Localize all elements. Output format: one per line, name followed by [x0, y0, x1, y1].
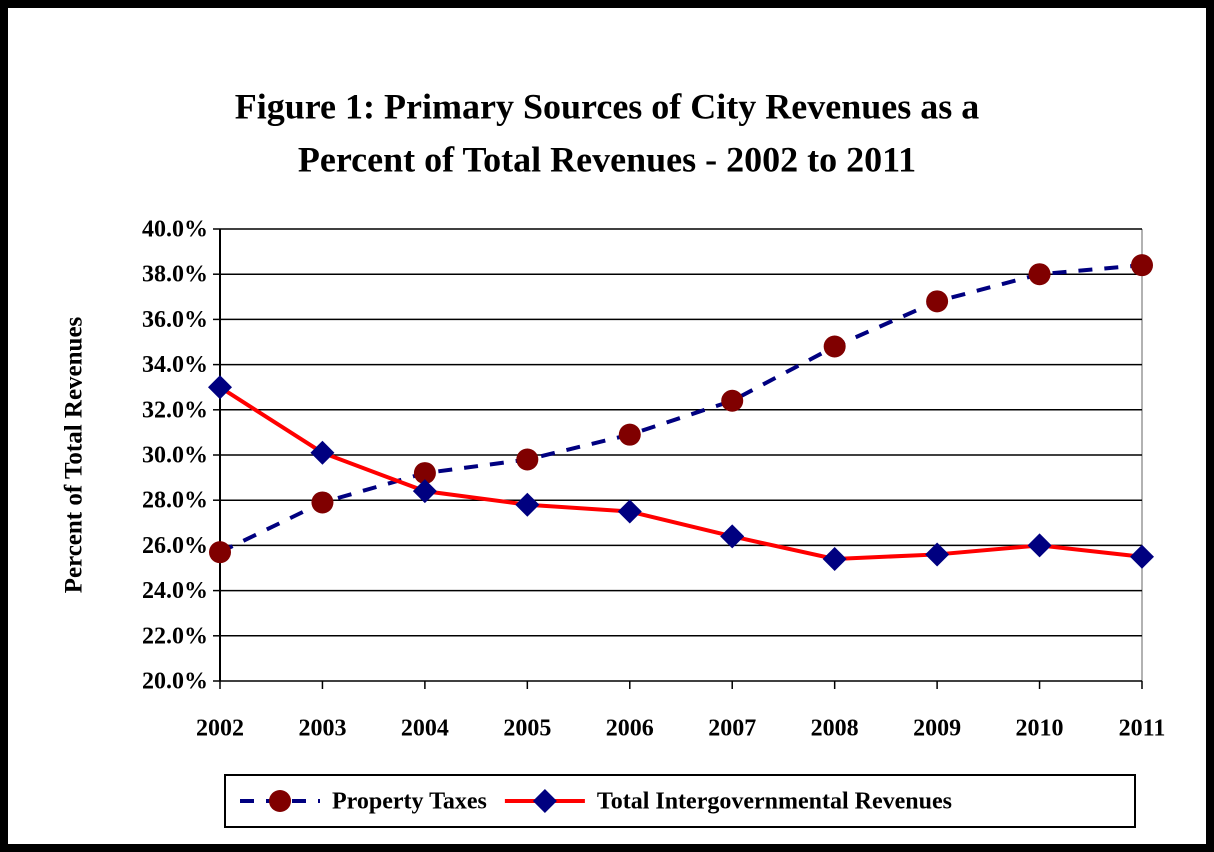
point [823, 335, 846, 358]
point [209, 541, 231, 564]
point [618, 423, 641, 446]
legend-box [224, 774, 1136, 828]
y-tick-label: 32.0% [142, 397, 208, 423]
x-tick-label: 2009 [913, 716, 961, 742]
x-tick-label: 2003 [298, 716, 346, 742]
point [311, 491, 334, 514]
point [1131, 254, 1153, 277]
chart-title: Percent of Total Revenues - 2002 to 2011 [298, 139, 916, 179]
y-tick-label: 36.0% [142, 307, 208, 333]
y-tick-label: 20.0% [142, 669, 208, 695]
y-tick-label: 40.0% [142, 217, 208, 243]
legend-label: Property Taxes [332, 789, 487, 815]
x-tick-label: 2002 [196, 716, 244, 742]
legend-marker [532, 789, 557, 813]
y-tick-label: 24.0% [142, 578, 208, 604]
series-line [219, 263, 1143, 554]
x-tick-label: 2004 [401, 716, 449, 742]
point [926, 290, 949, 313]
point [617, 499, 642, 524]
chart-title: Figure 1: Primary Sources of City Revenu… [235, 86, 980, 126]
x-tick-label: 2006 [606, 716, 654, 742]
point [925, 542, 950, 567]
y-axis-label: Percent of Total Revenues [61, 316, 88, 593]
point [720, 524, 745, 549]
point [413, 462, 436, 485]
y-tick-label: 28.0% [142, 488, 208, 514]
x-tick-label: 2011 [1119, 716, 1166, 742]
y-tick-label: 38.0% [142, 262, 208, 288]
x-tick-label: 2007 [708, 716, 756, 742]
legend-marker [269, 790, 291, 812]
point [721, 389, 744, 412]
y-tick-label: 34.0% [142, 352, 208, 378]
point [412, 479, 437, 504]
x-tick-label: 2008 [811, 716, 859, 742]
y-tick-label: 22.0% [142, 623, 208, 649]
point [1028, 263, 1051, 286]
point [1130, 544, 1154, 569]
point [1027, 533, 1052, 558]
series-line [218, 385, 1143, 561]
legend-label: Total Intergovernmental Revenues [597, 789, 952, 815]
y-tick-label: 30.0% [142, 443, 208, 469]
point [822, 546, 847, 571]
point [516, 448, 539, 471]
y-tick-label: 26.0% [142, 533, 208, 559]
point [515, 492, 540, 517]
point [208, 375, 232, 400]
point [310, 440, 335, 465]
x-tick-label: 2010 [1016, 716, 1064, 742]
x-tick-label: 2005 [503, 716, 551, 742]
